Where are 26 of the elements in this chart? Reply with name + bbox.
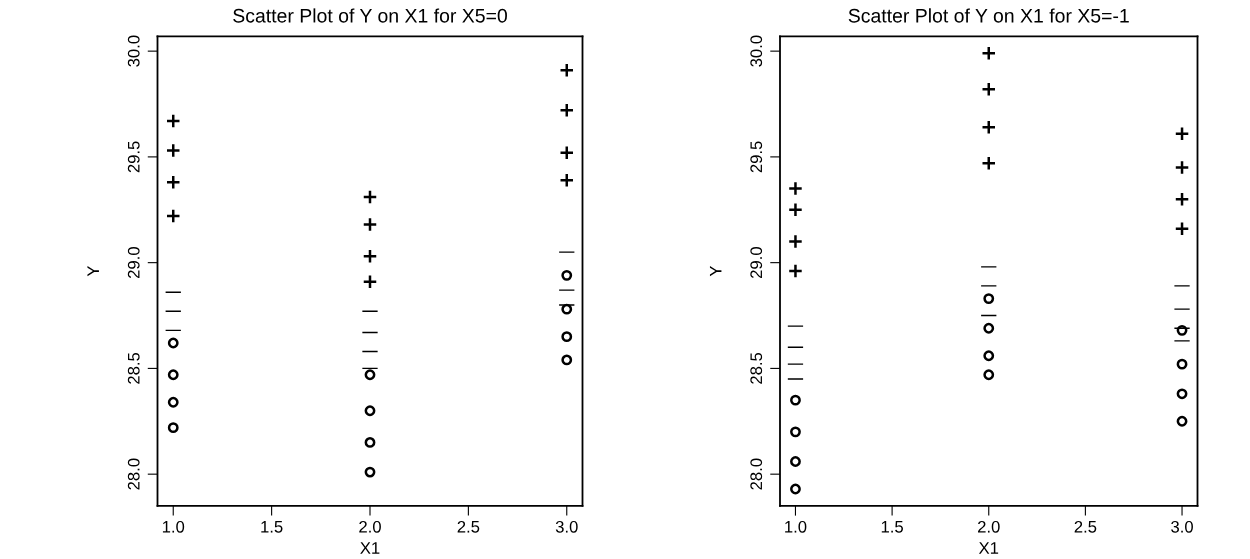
x-tick-label: 3.0 — [1171, 520, 1193, 533]
chart-title: Scatter Plot of Y on X1 for X5=-1 — [848, 8, 1129, 23]
y-axis-title: Y — [87, 265, 99, 277]
y-tick-label: 28.0 — [750, 458, 763, 490]
y-tick-label: 29.5 — [750, 141, 763, 173]
x-tick-label: 2.0 — [978, 520, 1000, 533]
y-tick-label: 29.0 — [750, 247, 763, 279]
y-tick-label: 29.0 — [127, 247, 140, 279]
y-tick-label: 29.5 — [127, 141, 140, 173]
x-tick-label: 2.5 — [457, 520, 480, 533]
y-tick-label: 30.0 — [750, 35, 763, 67]
y-axis-title: Y — [709, 265, 722, 277]
x-tick-label: 1.5 — [261, 521, 283, 533]
y-tick-label: 28.0 — [127, 458, 140, 490]
x-tick-label: 1.5 — [881, 521, 903, 533]
x-tick-label: 1.0 — [162, 520, 185, 533]
y-tick-label: 28.5 — [127, 352, 140, 384]
x-tick-label: 2.0 — [359, 520, 381, 533]
y-tick-label: 30.0 — [127, 35, 140, 67]
chart-title: Scatter Plot of Y on X1 for X5=0 — [233, 8, 507, 23]
x-axis-title: X1 — [360, 542, 380, 554]
x-tick-label: 2.5 — [1074, 520, 1097, 533]
x-axis-title: X1 — [978, 542, 999, 554]
y-tick-label: 28.5 — [750, 352, 763, 384]
x-tick-label: 3.0 — [555, 520, 578, 533]
x-tick-label: 1.0 — [785, 520, 807, 533]
